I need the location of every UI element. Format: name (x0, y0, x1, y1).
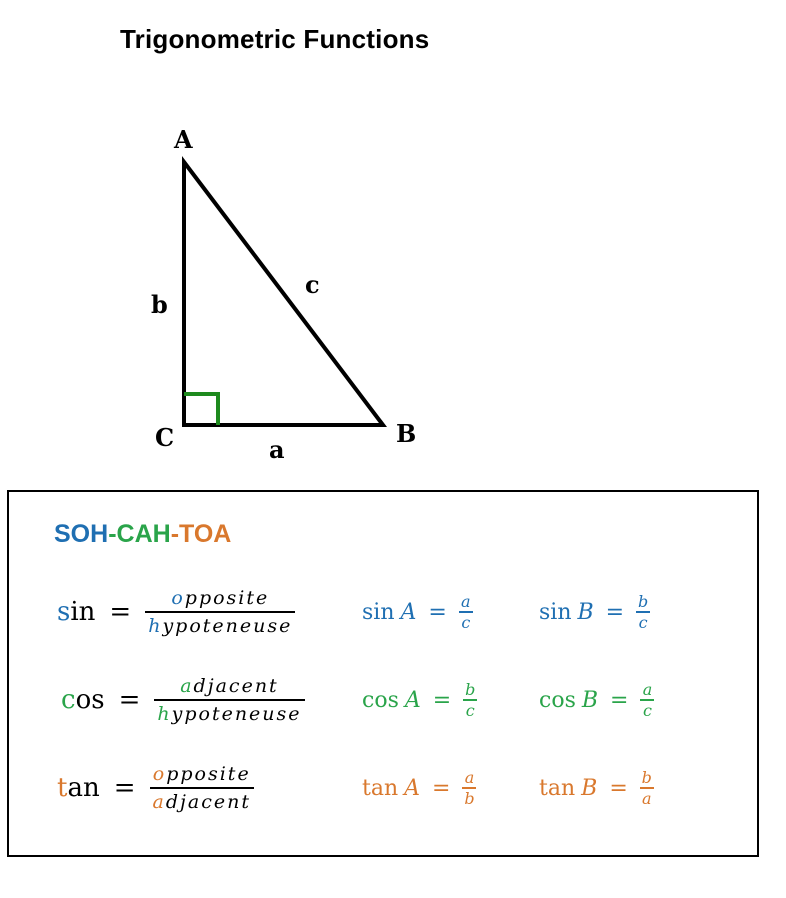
equals-sign: = (109, 597, 132, 627)
right-triangle-diagram: A B C a b c (151, 125, 416, 464)
equals-sign: = (118, 685, 141, 715)
mnemonic-cah: CAH (116, 520, 171, 548)
fraction-denominator: adjacent (152, 791, 251, 813)
fraction-denominator: hypoteneuse (148, 615, 293, 637)
fraction-bar (154, 699, 305, 701)
fraction-numerator: opposite (171, 587, 270, 609)
soh-cah-toa-mnemonic: SOH-CAH-TOA (54, 520, 231, 549)
sin-definition: sin = opposite hypoteneuse (57, 577, 296, 647)
vertex-label-c: C (155, 423, 174, 452)
mnemonic-toa: TOA (179, 520, 232, 548)
page-title: Trigonometric Functions (120, 24, 430, 54)
sin-fraction: opposite hypoteneuse (145, 585, 296, 639)
mnemonic-soh: SOH (54, 520, 109, 548)
tan-definition: tan = opposite adjacent (57, 753, 254, 823)
vertex-label-a: A (173, 125, 193, 154)
triangle-shape (182, 156, 388, 427)
mnemonic-dash: - (170, 520, 180, 548)
tan-fraction: opposite adjacent (149, 761, 254, 815)
fraction-numerator: opposite (152, 763, 251, 785)
cos-fraction: adjacent hypoteneuse (154, 673, 305, 727)
vertex-label-b: B (396, 419, 416, 448)
cos-function-name: cos (61, 685, 105, 715)
sin-function-name: sin (57, 597, 96, 627)
fraction-bar (145, 611, 296, 613)
mnemonic-dash: - (108, 520, 117, 548)
equals-sign: = (113, 773, 136, 803)
right-angle-marker (184, 392, 220, 425)
side-label-b: b (151, 290, 168, 319)
side-label-a: a (269, 435, 285, 464)
side-label-c: c (305, 270, 320, 299)
fraction-denominator: hypoteneuse (157, 703, 302, 725)
formula-box: SOH-CAH-TOA sin = opposite hypoteneuse s… (7, 490, 759, 857)
tan-function-name: tan (57, 773, 100, 803)
fraction-bar (149, 787, 254, 789)
fraction-numerator: adjacent (180, 675, 279, 697)
cos-definition: cos = adjacent hypoteneuse (61, 665, 305, 735)
